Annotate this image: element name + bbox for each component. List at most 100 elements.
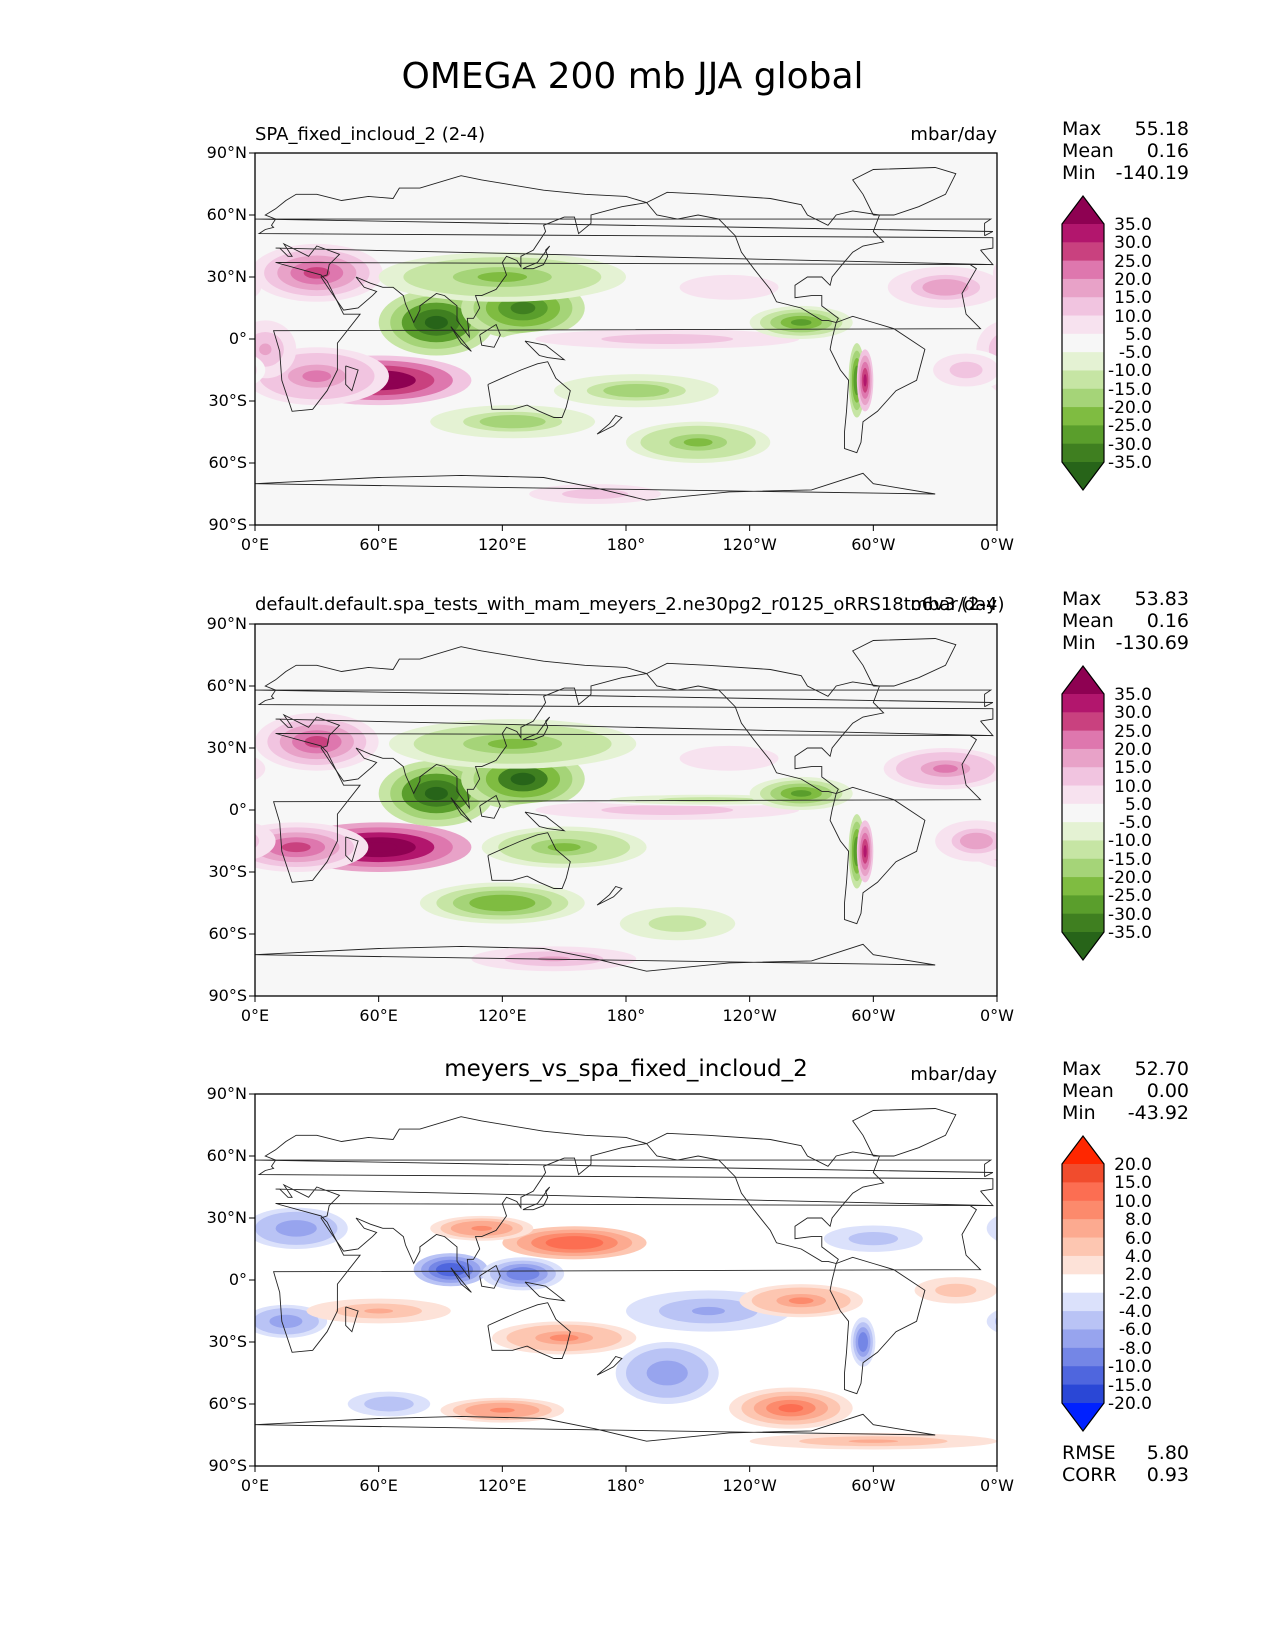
x-tick-label: 60°E [359,1476,398,1495]
stat-label: Max [1062,1058,1102,1080]
colorbar-tick-label: 8.0 [1124,1210,1152,1231]
stat-value: 0.16 [1146,140,1189,162]
colorbar-tick-label: -25.0 [1108,886,1152,907]
metric-value: 5.80 [1146,1442,1189,1464]
data-contour-14-4 [860,1235,886,1242]
panel-title: SPA_fixed_incloud_2 (2-4) [255,124,486,145]
colorbar-segment [1062,730,1104,750]
coastline-10 [479,794,501,819]
y-tick-label: 30°S [208,391,247,410]
data-contour-wrap [992,262,997,283]
colorbar-tick-label: 35.0 [1114,215,1152,235]
data-contour-wrap [994,342,997,356]
metric-label: CORR [1062,1464,1117,1486]
colorbar-tick-label: 10.0 [1114,306,1152,327]
colorbar-tick-label: -10.0 [1108,831,1152,852]
coastline-3 [646,1132,885,1265]
coastline-1 [257,175,994,339]
colorbar-extend-bottom [1062,1403,1104,1431]
coastline-0 [272,733,987,883]
colorbar-segment [1062,913,1104,933]
colorbar-extend-bottom [1062,932,1104,960]
colorbar-tick-label: -15.0 [1108,379,1152,400]
colorbar-tick-label: -20.0 [1108,868,1152,889]
coastline-6 [255,943,936,972]
data-contour-0-4 [303,267,331,279]
y-tick-label: 60°S [208,453,247,472]
stat-mean: Mean 0.16 [1062,610,1189,632]
y-tick-label: 60°S [208,1394,247,1413]
colorbar-tick-label: -4.0 [1118,1302,1152,1323]
x-tick-label: 0°W [980,1476,1014,1495]
map-panel-test [249,152,1105,531]
x-tick-label: 120°E [478,535,527,554]
data-contour-wrap [255,356,266,384]
data-contour-wrap [255,364,258,376]
data-contour-9-4 [788,1297,814,1304]
colorbar-tick-label: 15.0 [1114,1173,1152,1194]
coastline-11 [524,1281,566,1302]
data-contour-16-4 [578,491,612,497]
stat-label: Max [1062,118,1102,140]
x-tick-label: 0°E [240,1476,270,1495]
coastline-9 [450,326,472,352]
colorbar-tick-label: -30.0 [1108,434,1152,455]
x-tick-label: 60°W [851,535,896,554]
colorbar-tick-label: 10.0 [1114,1191,1152,1212]
x-tick-label: 120°E [478,1006,527,1025]
data-contour-17-4 [712,754,746,763]
colorbar-extend-top [1062,666,1104,694]
stat-label: Mean [1062,610,1114,632]
x-tick-label: 60°W [851,1476,896,1495]
colorbar-tick-label: -10.0 [1108,361,1152,382]
y-tick-label: 30°N [206,1208,247,1227]
data-contour-5-4 [277,1318,295,1325]
colorbar-segment [1062,1292,1104,1312]
colorbar-tick-label: 5.0 [1124,324,1152,345]
colorbar-tick-label: -15.0 [1108,849,1152,870]
x-tick-label: 60°E [359,535,398,554]
map-field [255,638,997,972]
colorbar-tick-label: -5.0 [1118,813,1152,834]
y-tick-label: 90°N [206,614,247,633]
colorbar-tick-label: -30.0 [1108,904,1152,925]
stat-value: -140.19 [1115,162,1189,184]
colorbar-segment [1062,712,1104,732]
data-contour-3-4 [514,1270,532,1278]
coastline-12 [596,885,623,906]
colorbar-tick-label: 5.0 [1124,794,1152,815]
data-contour-10-4 [863,374,867,387]
coastline-11 [524,811,566,832]
data-contour-3-4 [259,343,272,356]
map-panel-reference [249,623,1105,1002]
stat-min: Min -43.92 [1062,1102,1189,1124]
colorbar [1061,665,1105,961]
colorbar-segment [1062,1255,1104,1275]
metric-rmse: RMSE 5.80 [1062,1442,1189,1464]
data-contour-wrap [986,1310,997,1333]
colorbar-segment [1062,333,1104,353]
panel-title: meyers_vs_spa_fixed_incloud_2 [444,1056,808,1082]
coastline-0 [272,262,987,412]
data-contour-4-4 [510,772,536,786]
y-tick-label: 90°S [208,986,247,1005]
coastline-4 [829,1256,926,1395]
data-contour-1-4 [360,842,398,853]
coastline-5 [852,638,957,687]
colorbar-tick-label: 20.0 [1114,1155,1152,1175]
colorbar-segment [1062,785,1104,805]
data-contour-11-4 [656,1366,678,1380]
data-contour-11-4 [933,283,958,292]
y-tick-label: 60°N [206,676,247,695]
coastline-12 [596,1355,623,1376]
coastline-7 [345,1306,359,1333]
y-tick-label: 0° [228,1270,247,1289]
data-contour-8-4 [691,1306,725,1316]
data-contour-11-4 [933,764,958,773]
data-contour-15-4 [945,1287,967,1294]
map-field [255,167,997,507]
x-tick-label: 0°W [980,1006,1014,1025]
stat-mean: Mean 0.16 [1062,140,1189,162]
colorbar-segment [1062,877,1104,896]
data-contour-15-4 [683,438,713,447]
